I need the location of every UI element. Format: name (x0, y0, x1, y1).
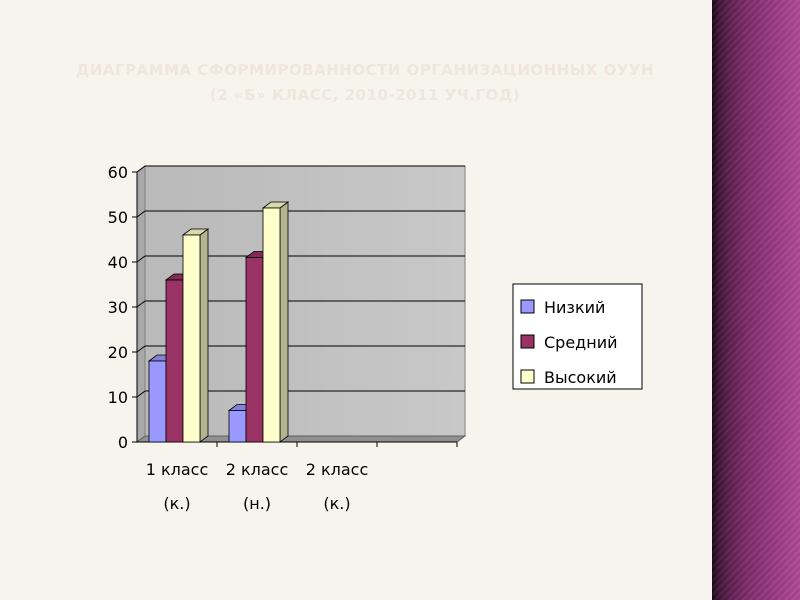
x-tick-label-line-1: 2 класс (306, 460, 369, 479)
grid-line-side (136, 165, 146, 173)
y-tick-labels: 0 10 20 30 40 50 60 (108, 163, 128, 452)
bar-front (165, 279, 184, 443)
bars (147, 201, 290, 443)
x-tick-label: 2 класс (к.) (306, 460, 369, 513)
x-tick-labels: 1 класс (к.) 2 класс (н.) 2 класс (к.) (146, 460, 369, 513)
bar-front (182, 234, 201, 443)
bar-front (228, 410, 247, 443)
y-tick-label: 60 (108, 163, 128, 182)
grid-line-side (136, 300, 146, 308)
slide-title-line-1: ДИАГРАММА СФОРМИРОВАННОСТИ ОРГАНИЗАЦИОНН… (75, 61, 655, 79)
bar-front (262, 207, 281, 443)
x-tick-label-line-1: 2 класс (226, 460, 289, 479)
y-tick-label: 0 (118, 433, 128, 452)
y-tick-label: 10 (108, 388, 128, 407)
x-tick-label-line-2: (к.) (163, 494, 190, 513)
legend-swatch (520, 369, 535, 384)
slide-title: ДИАГРАММА СФОРМИРОВАННОСТИ ОРГАНИЗАЦИОНН… (20, 58, 710, 108)
bar (181, 228, 210, 443)
y-tick-label: 50 (108, 208, 128, 227)
bar-side (199, 228, 209, 443)
decorative-side-panel (712, 0, 800, 600)
legend-label: Низкий (544, 298, 605, 317)
legend-swatch (520, 334, 535, 349)
x-tick-label-line-2: (к.) (323, 494, 350, 513)
y-tick-label: 20 (108, 343, 128, 362)
bar-front (148, 360, 167, 443)
y-tick-label: 40 (108, 253, 128, 272)
bar-front (245, 257, 264, 443)
legend-label: Средний (544, 333, 618, 352)
legend-swatch (520, 299, 535, 314)
grid-line-side (136, 390, 146, 398)
grid-line-side (136, 255, 146, 263)
bar (261, 201, 290, 443)
x-tick-label-line-2: (н.) (243, 494, 271, 513)
x-tick-label: 2 класс (н.) (226, 460, 289, 513)
y-tick-label: 30 (108, 298, 128, 317)
bar-side (279, 201, 289, 443)
grid-line-side (136, 345, 146, 353)
grid-line-side (136, 210, 146, 218)
slide-title-line-2: (2 «Б» КЛАСС, 2010-2011 УЧ.ГОД) (209, 86, 521, 104)
legend: Низкий Средний Высокий (512, 283, 643, 390)
x-tick-label-line-1: 1 класс (146, 460, 209, 479)
x-tick-label: 1 класс (к.) (146, 460, 209, 513)
legend-label: Высокий (544, 368, 617, 387)
